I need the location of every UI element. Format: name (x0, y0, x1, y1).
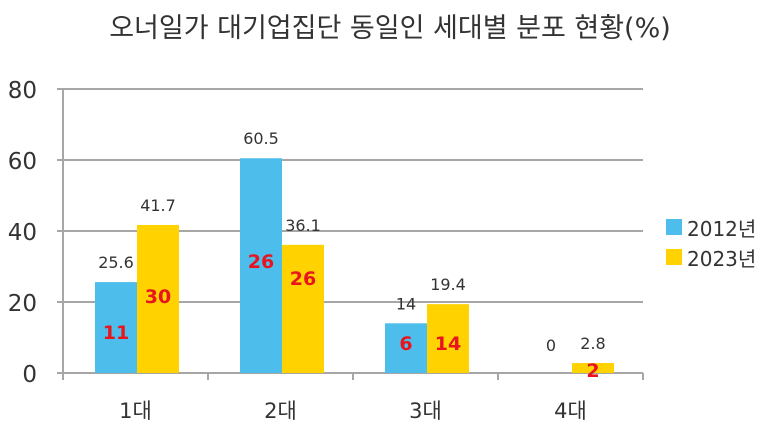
legend-item-2023: 2023년 (666, 242, 756, 272)
inner-label: 11 (103, 322, 129, 344)
data-label: 60.5 (243, 129, 279, 148)
bar-2012 (385, 323, 427, 373)
y-tick-label: 60 (8, 149, 37, 175)
legend-label-2023: 2023년 (687, 246, 757, 271)
bar-2023 (572, 363, 614, 373)
chart-title: 오너일가 대기업집단 동일인 세대별 분포 현황(%) (109, 13, 671, 44)
bar-2012 (95, 282, 137, 373)
inner-label: 14 (435, 333, 461, 355)
legend-swatch-2012 (666, 219, 682, 235)
data-label: 41.7 (140, 196, 176, 215)
bar-2023 (137, 224, 179, 373)
data-label: 25.6 (98, 253, 134, 272)
inner-label: 26 (290, 268, 316, 290)
data-label: 19.4 (430, 275, 466, 294)
x-category-label: 2대 (264, 399, 297, 423)
legend-label-2012: 2012년 (687, 216, 757, 241)
data-label: 36.1 (285, 216, 321, 235)
bar-2023 (282, 244, 324, 373)
inner-label: 26 (248, 251, 274, 273)
x-category-label: 1대 (119, 399, 152, 423)
data-label: 14 (396, 294, 416, 313)
x-category-label: 4대 (554, 399, 587, 423)
data-label: 0 (546, 336, 556, 355)
legend-swatch-2023 (666, 249, 682, 265)
y-tick-label: 0 (22, 362, 37, 388)
data-label: 2.8 (580, 334, 605, 353)
legend-item-2012: 2012년 (666, 212, 756, 242)
inner-label: 6 (399, 333, 412, 355)
bar-2023 (427, 304, 469, 373)
legend: 2012년 2023년 (666, 212, 756, 272)
x-category-label: 3대 (409, 399, 442, 423)
y-tick-label: 20 (8, 291, 37, 317)
inner-label: 2 (586, 360, 599, 382)
inner-label: 30 (145, 286, 171, 308)
y-tick-label: 40 (8, 220, 37, 246)
bar-2012 (240, 158, 282, 373)
y-tick-label: 80 (8, 78, 37, 104)
